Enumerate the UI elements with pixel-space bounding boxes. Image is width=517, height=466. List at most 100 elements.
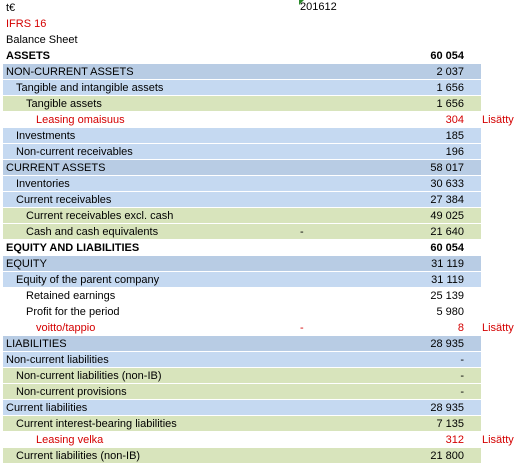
row-value: 7 135 — [436, 418, 464, 430]
row-value: 304 — [445, 114, 464, 126]
row-label: Current liabilities — [6, 402, 88, 414]
row-background — [3, 144, 481, 160]
row-value: 5 980 — [436, 306, 464, 318]
standard-label: IFRS 16 — [6, 18, 47, 30]
row-background — [3, 400, 481, 416]
row-label: Inventories — [16, 178, 70, 190]
row-dash: - — [300, 322, 304, 334]
row-background — [3, 128, 481, 144]
row-dash: - — [300, 226, 304, 238]
row-label: Leasing omaisuus — [36, 114, 125, 126]
row-value: 8 — [457, 322, 464, 334]
row-value: 28 935 — [430, 402, 464, 414]
row-value: 21 640 — [430, 226, 464, 238]
row-value: 312 — [445, 434, 464, 446]
row-label: EQUITY AND LIABILITIES — [6, 242, 140, 254]
row-value: - — [460, 370, 464, 382]
header-statement: Balance Sheet — [0, 32, 517, 48]
row-value: 60 054 — [430, 242, 464, 254]
row-label: Non-current provisions — [16, 386, 127, 398]
row-label: Retained earnings — [26, 290, 116, 302]
row-label: NON-CURRENT ASSETS — [6, 66, 134, 78]
header-currency: t€ — [0, 0, 517, 16]
row-value: 25 139 — [430, 290, 464, 302]
row-value: 1 656 — [436, 98, 464, 110]
table-row: Current interest-bearing liabilities 7 13… — [0, 416, 517, 432]
row-note: Lisätty — [482, 434, 514, 446]
row-background — [3, 208, 481, 224]
table-row: ASSETS 60 054 — [0, 48, 517, 64]
row-label: voitto/tappio — [36, 322, 96, 334]
row-label: Tangible and intangible assets — [16, 82, 164, 94]
row-value: - — [460, 354, 464, 366]
table-row: Current liabilities (non-IB) 21 800 — [0, 448, 517, 464]
row-background — [3, 448, 481, 464]
row-label: Leasing velka — [36, 434, 104, 446]
row-note: Lisätty — [482, 322, 514, 334]
table-row: Current liabilities 28 935 — [0, 400, 517, 416]
row-label: EQUITY — [6, 258, 47, 270]
row-background — [3, 192, 481, 208]
row-label: Current receivables excl. cash — [26, 210, 174, 222]
row-background — [3, 96, 481, 112]
row-background — [3, 256, 481, 272]
row-label: Investments — [16, 130, 76, 142]
table-row: Investments 185 — [0, 128, 517, 144]
row-note: Lisätty — [482, 114, 514, 126]
row-background — [3, 384, 481, 400]
row-label: Cash and cash equivalents — [26, 226, 159, 238]
row-background — [3, 224, 481, 240]
row-background — [3, 160, 481, 176]
table-row: EQUITY 31 119 — [0, 256, 517, 272]
row-value: 49 025 — [430, 210, 464, 222]
row-value: 21 800 — [430, 450, 464, 462]
row-value: 2 037 — [436, 66, 464, 78]
header-standard: IFRS 16 — [0, 16, 517, 32]
table-row: EQUITY AND LIABILITIES 60 054 — [0, 240, 517, 256]
row-background — [3, 368, 481, 384]
table-row: Cash and cash equivalents - 21 640 — [0, 224, 517, 240]
table-row: Tangible and intangible assets 1 656 — [0, 80, 517, 96]
table-row: Non-current provisions - — [0, 384, 517, 400]
statement-title: Balance Sheet — [6, 34, 78, 46]
table-row: Non-current liabilities (non-IB) - — [0, 368, 517, 384]
row-value: 1 656 — [436, 82, 464, 94]
row-value: 27 384 — [430, 194, 464, 206]
row-label: Current liabilities (non-IB) — [16, 450, 141, 462]
row-label: Current receivables — [16, 194, 112, 206]
table-row: Non-current liabilities - — [0, 352, 517, 368]
table-row: Retained earnings 25 139 — [0, 288, 517, 304]
table-row: Inventories 30 633 — [0, 176, 517, 192]
row-background — [3, 272, 481, 288]
table-row: Leasing omaisuus 304 Lisätty — [0, 112, 517, 128]
row-label: Current interest-bearing liabilities — [16, 418, 177, 430]
row-label: Non-current liabilities — [6, 354, 109, 366]
row-label: ASSETS — [6, 50, 51, 62]
row-value: 31 119 — [431, 274, 464, 286]
table-row: Leasing velka 312 Lisätty — [0, 432, 517, 448]
row-background — [3, 176, 481, 192]
row-value: 185 — [445, 130, 464, 142]
row-background — [3, 336, 481, 352]
row-label: CURRENT ASSETS — [6, 162, 106, 174]
table-row: Profit for the period 5 980 — [0, 304, 517, 320]
table-row: voitto/tappio - 8 Lisätty — [0, 320, 517, 336]
row-label: LIABILITIES — [6, 338, 67, 350]
row-value: 60 054 — [430, 50, 464, 62]
row-label: Tangible assets — [26, 98, 102, 110]
table-row: NON-CURRENT ASSETS 2 037 — [0, 64, 517, 80]
row-value: 28 935 — [430, 338, 464, 350]
row-label: Non-current liabilities (non-IB) — [16, 370, 162, 382]
currency-label: t€ — [6, 2, 16, 14]
table-row: CURRENT ASSETS 58 017 — [0, 160, 517, 176]
cell-comment-marker-icon — [299, 0, 304, 5]
table-row: Non-current receivables 196 — [0, 144, 517, 160]
row-label: Non-current receivables — [16, 146, 133, 158]
row-value: 30 633 — [430, 178, 464, 190]
row-value: 31 119 — [431, 258, 464, 270]
row-label: Equity of the parent company — [16, 274, 160, 286]
row-background — [3, 416, 481, 432]
table-row: Equity of the parent company 31 119 — [0, 272, 517, 288]
table-row: Current receivables 27 384 — [0, 192, 517, 208]
table-row: Current receivables excl. cash 49 025 — [0, 208, 517, 224]
